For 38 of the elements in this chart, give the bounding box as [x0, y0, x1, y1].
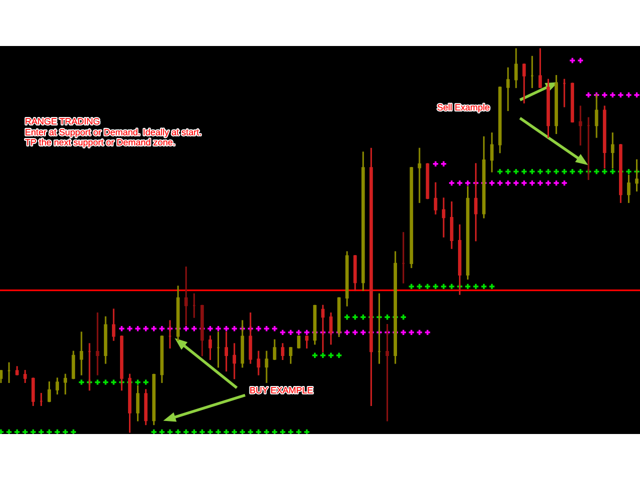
- candlestick: [610, 132, 614, 168]
- candlestick: [522, 64, 526, 104]
- candlestick: [289, 346, 292, 364]
- candlestick: [96, 312, 100, 376]
- candlestick: [208, 335, 212, 360]
- annotation: Sell Example: [438, 104, 490, 112]
- candlestick: [578, 106, 582, 146]
- candlestick: [305, 335, 308, 349]
- candlestick: [48, 381, 51, 402]
- candlestick: [232, 343, 236, 380]
- candlestick: [0, 370, 3, 383]
- candlestick: [538, 48, 542, 88]
- candlestick: [627, 174, 630, 203]
- candlestick: [506, 67, 510, 112]
- candlestick: [272, 339, 276, 360]
- candlestick: [224, 332, 228, 372]
- candlestick: [490, 132, 494, 172]
- candlestick: [450, 201, 454, 249]
- candlestick: [136, 385, 140, 422]
- candlestick: [256, 350, 260, 376]
- candlestick: [56, 378, 59, 394]
- candlestick: [418, 148, 422, 203]
- candlestick: [434, 182, 438, 214]
- candlestick: [72, 350, 76, 380]
- candlestick: [594, 94, 598, 138]
- candlestick: [23, 370, 27, 383]
- annotation: BUY EXAMPLE: [250, 387, 313, 394]
- candlestick: [112, 308, 116, 341]
- candlestick: [442, 198, 446, 238]
- candlestick: [264, 350, 268, 383]
- annotation: TP the next support or Demand zone.: [25, 138, 175, 148]
- candlestick: [280, 343, 284, 360]
- candlestick: [64, 374, 68, 394]
- candlestick: [184, 266, 188, 326]
- annotation: Enter at Support or Demand. Ideally at start.: [26, 128, 201, 138]
- annotation: RANGE TRADING: [26, 118, 100, 124]
- candlestick: [31, 378, 35, 406]
- candlestick: [80, 332, 84, 376]
